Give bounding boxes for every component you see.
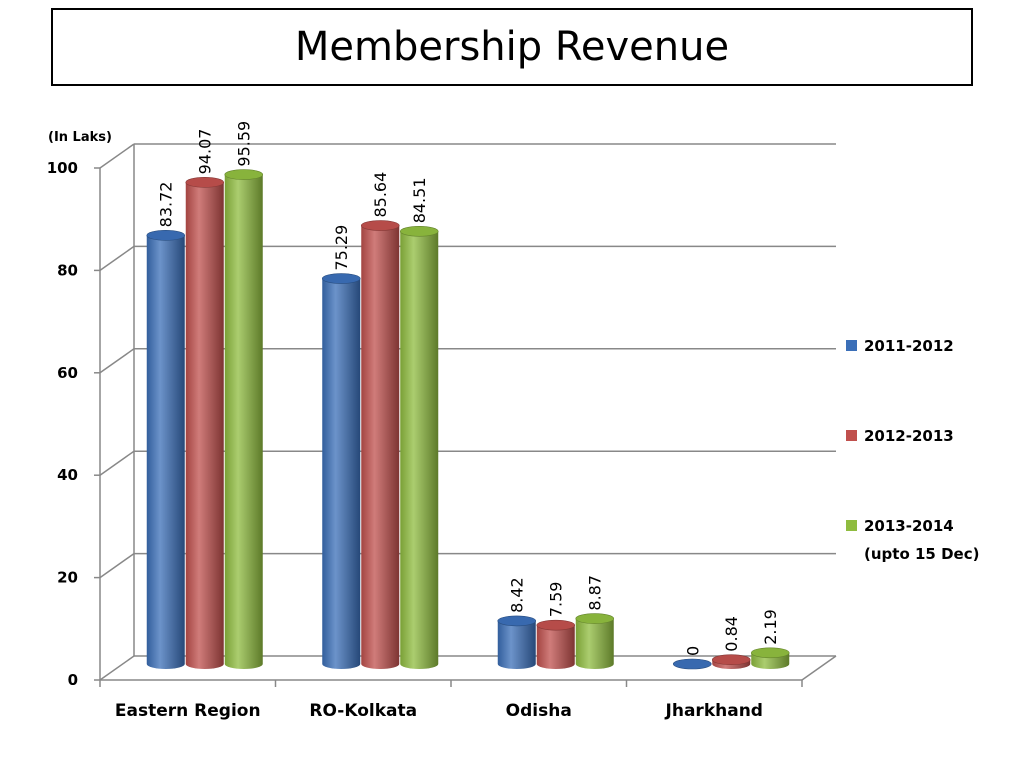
y-tick-label: 0 [68,671,78,689]
y-unit-label: (In Laks) [48,130,112,145]
y-tick-label: 20 [57,569,78,587]
data-label: 8.87 [586,575,605,611]
data-label: 85.64 [371,172,390,218]
bar-body [497,620,536,669]
legend-swatch [846,430,857,441]
wall-line-80 [99,245,135,272]
data-label: 83.72 [157,182,176,228]
bar-top [399,226,439,237]
data-label: 95.59 [235,121,254,167]
bars [146,169,790,670]
x-tick-label: Odisha [506,701,572,721]
chart-title: Membership Revenue [294,24,730,70]
bar [711,654,751,669]
floor-right-edge [801,655,837,681]
bar-top [185,177,225,188]
bar-body [361,225,400,669]
legend-label: 2011-2012 [864,337,954,355]
y-tick-label: 40 [57,466,78,484]
data-labels: 83.72 94.07 95.59 75.29 85.64 84.51 8.42 7.59 8.… [157,121,781,656]
data-label: 8.42 [508,577,527,613]
bar [185,177,225,669]
bar [536,619,576,669]
bar-body [400,231,439,669]
bar-top [750,647,790,659]
axes: 0 20 40 60 80 100 Eastern Region RO-Kolkata Odis… [47,144,837,721]
wall-line-100 [99,143,135,169]
y-tick-label: 100 [47,159,78,177]
bar-top [146,230,186,241]
bar-top [321,273,361,284]
legend-label-line2: (upto 15 Dec) [864,545,979,563]
bar-body [575,618,614,669]
data-label: 2.19 [761,609,780,645]
bar-top [224,169,264,180]
bar [575,613,615,669]
data-label: 0.84 [722,616,741,652]
legend-label: 2013-2014 [864,517,954,535]
bar-top [536,619,576,631]
bar [224,169,264,669]
bar-top [711,654,751,665]
bar [360,220,400,669]
wall-line-0 [99,655,135,681]
wall-line-60 [99,348,135,374]
data-label: 7.59 [547,582,566,618]
bar-top [672,658,712,670]
data-label: 94.07 [196,129,215,175]
bar-body [536,625,575,669]
legend-swatch [846,340,857,351]
bar [399,226,439,669]
bar-body [185,182,224,669]
chart-title-box: Membership Revenue [51,8,973,86]
data-label: 75.29 [332,225,351,271]
bar [321,273,361,669]
bar-body [146,235,185,669]
legend-label: 2012-2013 [864,427,954,445]
wall-line-20 [99,552,135,579]
data-label: 0 [683,646,702,656]
legend-swatch [846,520,857,531]
bar [672,658,712,670]
legend: 2011-2012 2012-2013 2013-2014 (upto 15 Dec) [846,337,979,563]
y-tick-label: 80 [57,261,78,279]
bar [497,615,537,669]
bar-top [360,220,400,231]
bar [750,647,790,669]
wall-line-40 [99,450,135,476]
bar-body [322,278,361,669]
data-label: 84.51 [410,177,429,223]
x-tick-label: Eastern Region [115,701,261,721]
x-tick-label: Jharkhand [665,701,763,721]
bar-top [575,613,615,624]
bar-body [224,174,263,669]
bar [146,230,186,669]
bar-top [497,615,537,627]
x-tick-label: RO-Kolkata [309,701,417,721]
y-tick-label: 60 [57,364,78,382]
